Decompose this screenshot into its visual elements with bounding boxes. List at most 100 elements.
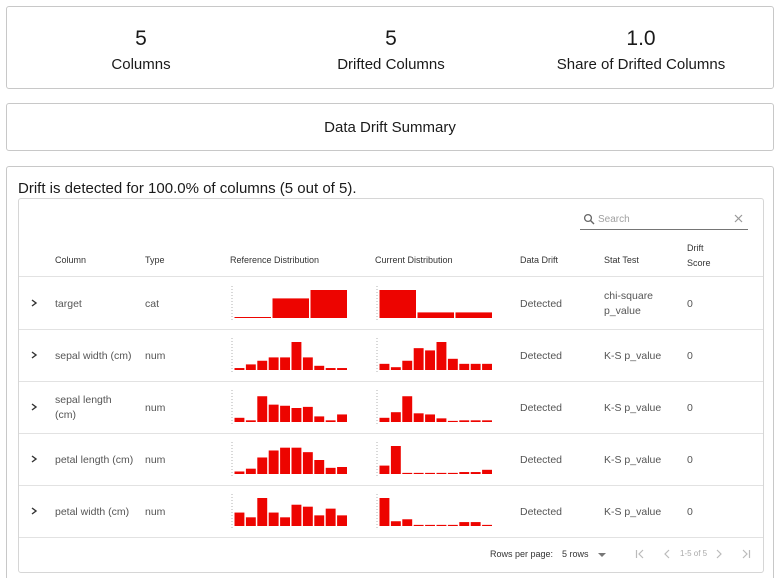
cell-drift-score: 0 (687, 454, 693, 466)
chevron-right-icon[interactable] (29, 505, 39, 517)
cell-type: num (145, 454, 166, 466)
chevron-right-icon[interactable] (29, 349, 39, 361)
reference-histogram-bar (280, 517, 290, 526)
cell-drift-score: 0 (687, 298, 693, 310)
first-page-icon[interactable] (634, 548, 646, 560)
current-histogram-bar (482, 420, 492, 422)
current-histogram-bar (390, 412, 401, 422)
current-histogram-bar (455, 312, 492, 318)
reference-histogram-bar (280, 357, 290, 370)
current-histogram (376, 338, 492, 372)
current-histogram (376, 494, 492, 528)
reference-histogram-bar (325, 420, 336, 422)
reference-histogram (231, 442, 347, 476)
dropdown-arrow-icon (598, 552, 607, 557)
current-histogram-bar (402, 519, 413, 526)
reference-histogram-bar (302, 506, 313, 526)
cell-data-drift: Detected (520, 402, 563, 414)
reference-histogram-bar (337, 368, 347, 370)
current-histogram-bar (425, 524, 435, 526)
chevron-right-icon[interactable] (29, 401, 39, 413)
current-histogram-bar (413, 348, 424, 370)
header-data-drift[interactable]: Data Drift (520, 255, 559, 265)
rows-per-page-select[interactable]: 5 rows (562, 549, 607, 559)
search-input[interactable] (598, 211, 728, 228)
reference-histogram-bar (337, 467, 347, 474)
drift-panel: Drift is detected for 100.0% of columns … (6, 166, 774, 578)
cell-type: cat (145, 298, 160, 310)
header-type[interactable]: Type (145, 255, 165, 265)
table-header-row: Column Type Reference Distribution Curre… (19, 239, 763, 277)
drift-summary-text: Drift is detected for 100.0% of columns … (18, 180, 357, 197)
reference-histogram (231, 494, 347, 528)
current-histogram-bar (402, 360, 413, 370)
chevron-right-icon[interactable] (29, 453, 39, 465)
current-histogram-bar (447, 472, 458, 474)
cell-data-drift: Detected (520, 506, 563, 518)
metric-value: 5 (385, 27, 397, 50)
current-histogram-bar (482, 524, 492, 526)
summary-title: Data Drift Summary (324, 119, 456, 136)
chevron-right-icon[interactable] (29, 297, 39, 309)
current-histogram-bar (390, 367, 401, 370)
clear-icon[interactable] (733, 213, 744, 224)
current-histogram-bar (425, 414, 435, 422)
search-field[interactable] (580, 210, 748, 230)
metric-value: 5 (135, 27, 147, 50)
cell-column: target (55, 298, 82, 310)
header-drift-score[interactable]: Drift Score (687, 241, 711, 271)
current-histogram (376, 390, 492, 424)
current-histogram-bar (470, 363, 481, 370)
page-range: 1-5 of 5 (680, 549, 708, 558)
current-histogram-bar (413, 413, 424, 422)
metric-label: Drifted Columns (337, 56, 445, 73)
header-column[interactable]: Column (55, 255, 87, 265)
drift-table: Column Type Reference Distribution Curre… (18, 198, 764, 573)
reference-histogram-bar (310, 290, 347, 318)
rows-per-page-value: 5 rows (562, 549, 589, 559)
current-histogram (376, 442, 492, 476)
cell-data-drift: Detected (520, 350, 563, 362)
current-histogram-bar (417, 312, 454, 318)
cell-column: sepal width (cm) (55, 350, 132, 362)
reference-histogram-bar (291, 342, 302, 370)
header-drift-score-line1: Drift (687, 243, 704, 253)
reference-histogram-bar (291, 447, 302, 474)
header-stat-test[interactable]: Stat Test (604, 255, 639, 265)
table-row: sepal width (cm) num Detected K-S p_value 0 (19, 330, 763, 382)
reference-histogram-bar (302, 452, 313, 474)
next-page-icon[interactable] (713, 548, 725, 560)
current-histogram-bar (390, 521, 401, 526)
reference-histogram-bar (257, 396, 268, 422)
current-histogram-bar (436, 418, 447, 422)
reference-histogram-bar (234, 368, 245, 370)
reference-histogram-bar (302, 406, 313, 422)
reference-histogram-bar (302, 357, 313, 370)
reference-histogram-bar (314, 515, 325, 526)
reference-histogram-bar (245, 517, 256, 526)
current-histogram-bar (482, 363, 492, 370)
current-histogram-bar (459, 420, 470, 422)
cell-type: num (145, 506, 166, 518)
last-page-icon[interactable] (740, 548, 752, 560)
current-histogram-bar (436, 472, 447, 474)
summary-panel: Data Drift Summary (6, 103, 774, 151)
cell-type: num (145, 402, 166, 414)
prev-page-icon[interactable] (661, 548, 673, 560)
current-histogram-bar (379, 290, 416, 318)
reference-histogram-bar (314, 365, 325, 370)
current-histogram-bar (379, 363, 390, 370)
reference-histogram-bar (245, 468, 256, 474)
reference-histogram-bar (245, 364, 256, 370)
search-icon (583, 213, 595, 225)
cell-data-drift: Detected (520, 454, 563, 466)
current-histogram-bar (379, 417, 390, 422)
reference-histogram-bar (234, 512, 245, 526)
current-histogram-bar (413, 472, 424, 474)
reference-histogram-bar (280, 405, 290, 422)
cell-drift-score: 0 (687, 506, 693, 518)
metric-label: Columns (111, 56, 171, 73)
reference-histogram-bar (268, 404, 279, 422)
reference-histogram-bar (268, 450, 279, 474)
reference-histogram-bar (337, 414, 347, 422)
